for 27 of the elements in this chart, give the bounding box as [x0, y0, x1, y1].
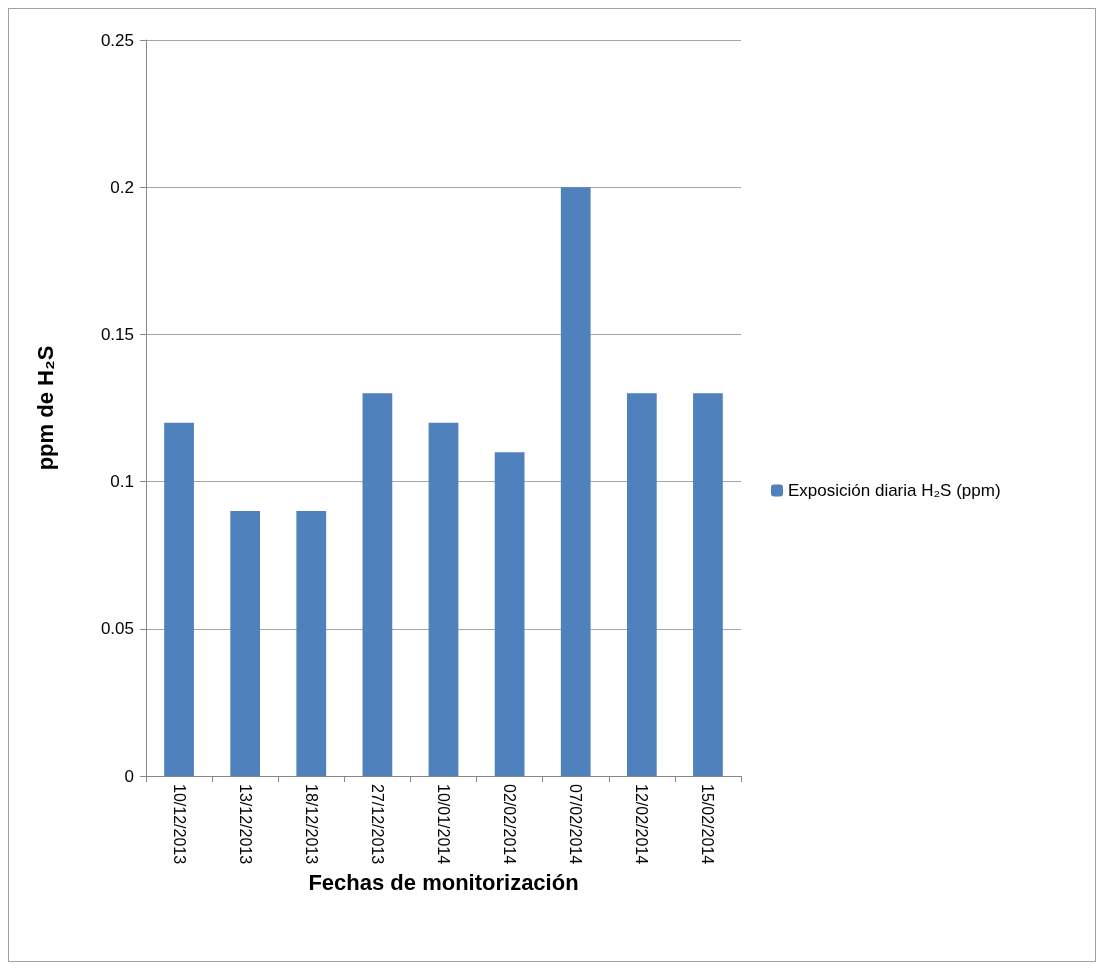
x-tick-label: 02/02/2014: [501, 784, 519, 865]
bar: [164, 422, 194, 776]
x-axis-title: Fechas de monitorización: [308, 870, 579, 896]
y-tick-label: 0: [124, 766, 134, 786]
x-tick-label: 15/02/2014: [699, 784, 717, 865]
bar: [693, 393, 723, 776]
x-tick-label: 12/02/2014: [633, 784, 651, 865]
x-tick-label: 07/02/2014: [567, 784, 585, 865]
y-tick-label: 0.1: [110, 472, 134, 492]
bar: [230, 511, 261, 776]
bar: [296, 511, 327, 776]
y-tick-label: 0.25: [100, 30, 134, 50]
bar: [560, 187, 591, 776]
legend-label: Exposición diaria H₂S (ppm): [788, 481, 1001, 500]
y-tick-label: 0.2: [110, 177, 134, 197]
bar: [362, 393, 393, 776]
y-axis-title: ppm de H₂S: [32, 345, 58, 471]
x-tick-label: 27/12/2013: [368, 784, 386, 865]
x-tick-label: 13/12/2013: [236, 784, 254, 865]
bar: [428, 422, 459, 776]
x-tick-label: 10/12/2013: [170, 784, 188, 865]
x-tick-label: 18/12/2013: [302, 784, 320, 865]
bar: [626, 393, 657, 776]
x-tick-label: 10/01/2014: [435, 784, 452, 865]
y-tick-label: 0.15: [100, 324, 134, 344]
bar: [494, 452, 525, 776]
y-tick-label: 0.05: [100, 619, 134, 639]
